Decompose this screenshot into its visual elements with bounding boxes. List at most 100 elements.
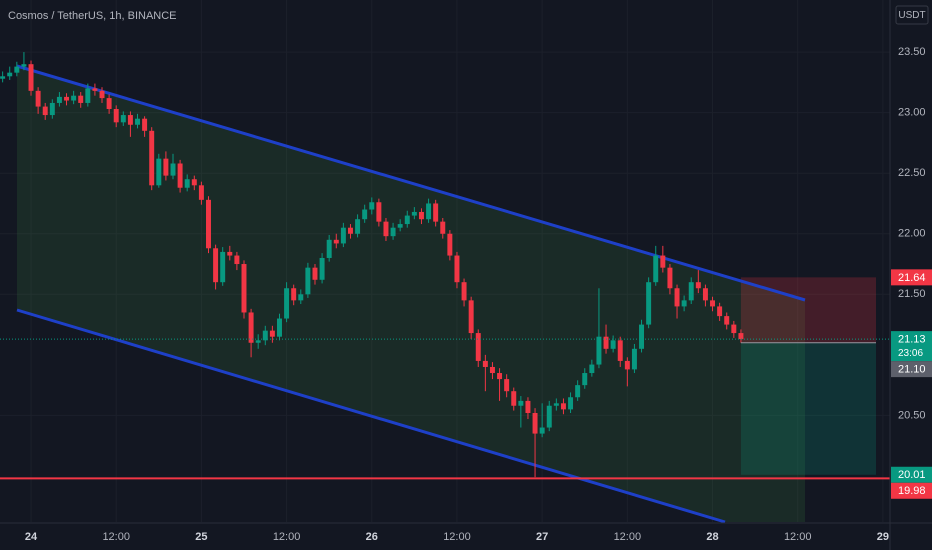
price-label-box (891, 466, 932, 483)
candle-body (603, 336, 609, 349)
candle-body (688, 282, 694, 301)
x-tick-label: 25 (195, 531, 207, 543)
x-tick-label: 12:00 (443, 531, 471, 543)
candle-body (227, 251, 233, 256)
candle-body (127, 115, 133, 125)
candle-body (277, 318, 282, 337)
candle-body (113, 109, 119, 123)
target-zone (740, 342, 876, 475)
candle-body (142, 118, 148, 131)
candle-body (362, 209, 368, 220)
x-tick-label: 12:00 (102, 531, 130, 543)
candle-body (369, 202, 375, 210)
price-label-box (891, 482, 932, 499)
candle-body (198, 185, 204, 200)
candle-body (28, 64, 34, 91)
channel-lower (16, 308, 726, 524)
candle-body (532, 412, 538, 434)
candle-body (269, 330, 275, 337)
x-tick-label: 26 (366, 531, 378, 543)
price-label-box (891, 361, 932, 378)
candle-body (702, 288, 708, 301)
candle-body (191, 179, 197, 186)
candle-body (525, 400, 531, 413)
candle-body (49, 102, 55, 116)
candle-body (681, 300, 687, 307)
x-tick-label: 24 (25, 531, 38, 543)
candle-body (71, 95, 77, 101)
price-labels: 21.64 21.13 23:06 21.10 20.01 19.98 (891, 269, 932, 499)
candle-body (42, 106, 48, 116)
candle-body (596, 336, 602, 365)
price-label-box (891, 269, 932, 286)
x-tick-label: 29 (877, 531, 889, 543)
candle-body (582, 373, 588, 386)
candle-body (333, 239, 339, 244)
candle-body (674, 288, 680, 307)
candle-body (184, 179, 190, 188)
candle-body (241, 264, 247, 313)
candle-body (539, 427, 545, 434)
candle-body (397, 224, 403, 228)
candle-body (518, 400, 524, 406)
candle-body (475, 333, 481, 361)
candle-body (177, 163, 183, 188)
candle-body (383, 221, 389, 237)
candle-body (340, 227, 346, 244)
candle-body (404, 215, 410, 225)
candle-body (291, 288, 297, 301)
candle-body (106, 98, 112, 110)
price-label: 19.98 (898, 485, 926, 497)
candle-body (21, 64, 27, 67)
chart-title: Cosmos / TetherUS, 1h, BINANCE (8, 10, 177, 22)
candle-body (326, 239, 332, 258)
currency: USDT (898, 10, 925, 21)
candle-body (546, 405, 552, 428)
candle-body (220, 251, 226, 283)
candle-body (589, 364, 595, 374)
candle-body (120, 115, 126, 123)
candle-body (156, 158, 162, 186)
candle-body (248, 312, 254, 343)
candle-body (234, 255, 240, 265)
candle-body (440, 221, 446, 234)
candle-body (376, 202, 382, 222)
candle-body (347, 227, 353, 234)
candle-body (553, 403, 559, 406)
candle-body (610, 340, 616, 349)
y-tick-label: 23.00 (898, 107, 926, 119)
candle-body (135, 118, 140, 125)
candle-body (312, 267, 318, 280)
candle-body (92, 88, 98, 91)
candle-body (568, 397, 574, 410)
candle-body (64, 96, 70, 101)
x-tick-label: 12:00 (614, 531, 642, 543)
price-label-box (891, 331, 932, 362)
candle-body (149, 130, 155, 186)
candle-body (624, 360, 630, 370)
candle-body (695, 282, 701, 289)
candle-body (78, 95, 84, 103)
grid (0, 0, 890, 522)
candle-body (617, 340, 623, 361)
candle-body (170, 163, 176, 176)
candle-body (454, 255, 460, 283)
candle-body (305, 267, 311, 295)
y-tick-label: 22.00 (898, 228, 926, 240)
candle-body (461, 282, 467, 301)
channel-fill (17, 66, 805, 522)
candle-body (497, 373, 503, 380)
candle-body (724, 316, 730, 325)
candle-body (433, 203, 439, 222)
position-boxes (740, 277, 876, 475)
price-label: 21.13 (898, 334, 926, 346)
y-tick-label: 23.50 (898, 46, 926, 58)
candle-body (660, 255, 666, 268)
candle-body (255, 340, 261, 343)
levels (0, 338, 890, 480)
candle-body (426, 203, 432, 220)
price-label: 21.64 (898, 272, 926, 284)
candle-body (213, 248, 219, 283)
candle-body (560, 403, 566, 410)
price-label: 20.01 (898, 469, 926, 481)
